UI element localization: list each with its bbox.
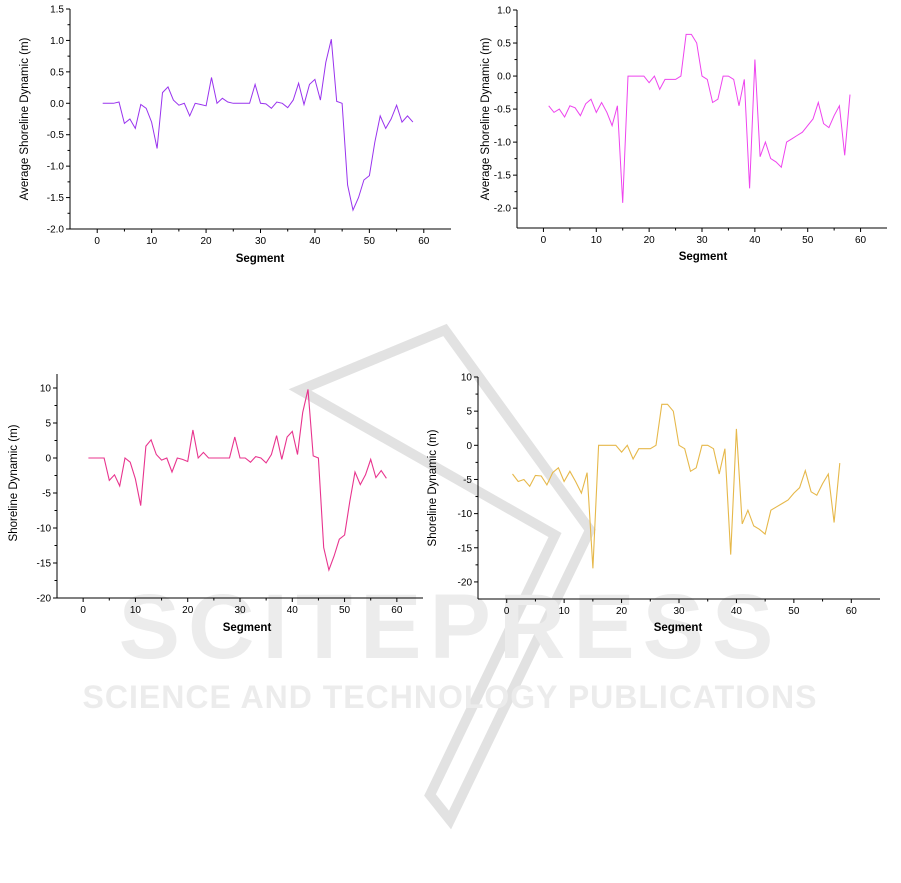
y-tick-label: 0.5 [50, 67, 64, 78]
x-axis-label: Segment [236, 253, 285, 265]
x-axis-label: Segment [679, 251, 728, 263]
watermark-logo-text: SCITEPRESS [119, 576, 782, 678]
y-tick-label: -1.0 [47, 162, 65, 173]
axes [56, 374, 423, 599]
y-tick-label: -5 [42, 489, 51, 500]
y-tick-label: -15 [37, 559, 52, 570]
x-tick-labels: 0 10 20 30 40 50 60 [80, 598, 403, 616]
x-tick-label: 0 [94, 236, 100, 247]
x-tick-label: 60 [855, 235, 867, 246]
x-tick-label: 20 [616, 606, 628, 617]
x-tick-label: 30 [696, 235, 708, 246]
y-tick-label: 10 [40, 384, 52, 395]
x-tick-label: 50 [788, 606, 800, 617]
x-tick-label: 10 [146, 236, 158, 247]
x-tick-label: 50 [364, 236, 376, 247]
watermark-tagline: SCIENCE AND TECHNOLOGY PUBLICATIONS [83, 679, 818, 715]
x-tick-label: 10 [130, 605, 142, 616]
y-tick-label: -15 [458, 543, 473, 554]
chart-panel-avg-magenta: 0 10 20 30 40 50 60 -2.0-1.5-1.0-0.50.00.51.0 … [480, 6, 887, 263]
y-tick-labels: -2.0 -1.5 -1.0 -0.5 0.0 0.5 1.0 [494, 6, 517, 215]
x-tick-label: 10 [591, 235, 603, 246]
x-tick-label: 50 [802, 235, 814, 246]
y-tick-label: 5 [466, 407, 472, 418]
series-line [88, 389, 387, 572]
y-axis-label: Average Shoreline Dynamic (m) [19, 37, 31, 200]
x-tick-label: 0 [504, 606, 510, 617]
x-tick-label: 0 [541, 235, 547, 246]
y-tick-labels: -20 -15 -10 -5 0 5 10 [458, 373, 478, 588]
x-tick-label: 40 [309, 236, 321, 247]
series-line [102, 39, 414, 212]
x-tick-label: 30 [255, 236, 267, 247]
x-tick-label: 20 [182, 605, 194, 616]
series-line [548, 33, 851, 203]
y-axis-label: Shoreline Dynamic (m) [427, 429, 439, 546]
x-tick-labels: 0 10 20 30 40 50 60 [94, 229, 430, 247]
y-tick-label: 1.0 [497, 6, 511, 17]
y-axis-label: Average Shoreline Dynamic (m) [480, 37, 492, 200]
y-tick-label: 0.5 [497, 39, 511, 50]
x-tick-label: 60 [846, 606, 858, 617]
x-tick-label: 50 [339, 605, 351, 616]
y-tick-label: -10 [458, 509, 473, 520]
y-tick-labels: -20 -15 -10 -5 0 5 10 [37, 384, 57, 605]
y-tick-label: -2.0 [494, 204, 512, 215]
y-tick-label: -5 [463, 475, 472, 486]
x-tick-label: 60 [391, 605, 403, 616]
y-tick-labels: -2.0 -1.5 -1.0 -0.5 0.0 0.5 1.0 1.5 [47, 5, 70, 236]
y-tick-label: 5 [45, 419, 51, 430]
y-tick-label: -10 [37, 524, 52, 535]
x-tick-label: 40 [731, 606, 743, 617]
x-tick-label: 40 [749, 235, 761, 246]
axes [516, 10, 887, 229]
x-tick-label: 30 [234, 605, 246, 616]
x-tick-label: 20 [644, 235, 656, 246]
y-tick-label: 1.0 [50, 36, 64, 47]
y-tick-label: -1.5 [494, 171, 512, 182]
x-tick-label: 10 [559, 606, 571, 617]
chart-panel-pink: 0 10 20 30 40 50 60 -20 -15 -10 -5 0 5 10 Segment Sh… [8, 374, 423, 634]
y-tick-label: -20 [458, 577, 473, 588]
watermark-swoosh-outer [288, 323, 596, 830]
x-tick-labels: 0 10 20 30 40 50 60 [504, 599, 857, 617]
y-tick-label: -1.0 [494, 138, 512, 149]
x-tick-label: 0 [80, 605, 86, 616]
y-tick-label: 0 [466, 441, 472, 452]
y-tick-label: 0.0 [50, 99, 64, 110]
axes [69, 9, 451, 230]
x-axis-label: Segment [654, 622, 703, 634]
x-tick-label: 30 [673, 606, 685, 617]
y-axis-label: Shoreline Dynamic (m) [8, 424, 20, 541]
y-tick-label: -0.5 [47, 130, 65, 141]
y-tick-label: 0 [45, 454, 51, 465]
y-tick-label: -20 [37, 594, 52, 605]
y-tick-label: -2.0 [47, 225, 65, 236]
axes [477, 377, 880, 600]
chart-panel-gold: 0 10 20 30 40 50 60 -20 -15 -10 -5 0 5 10 Segment Sh… [427, 373, 880, 634]
y-tick-label: 0.0 [497, 72, 511, 83]
x-tick-label: 40 [287, 605, 299, 616]
series-line [512, 403, 841, 569]
chart-panel-avg-purple: 0 10 20 30 40 50 60 -2.0 -1.5 -1.0 -0.5 0.0 0.5 1.0 1… [19, 5, 451, 265]
x-tick-label: 20 [201, 236, 213, 247]
x-axis-label: Segment [223, 622, 272, 634]
y-tick-label: -0.5 [494, 105, 512, 116]
y-tick-label: 10 [461, 373, 473, 384]
x-tick-label: 60 [418, 236, 430, 247]
y-tick-label: -1.5 [47, 193, 65, 204]
x-tick-labels: 0 10 20 30 40 50 60 [541, 228, 867, 246]
y-tick-label: 1.5 [50, 5, 64, 16]
